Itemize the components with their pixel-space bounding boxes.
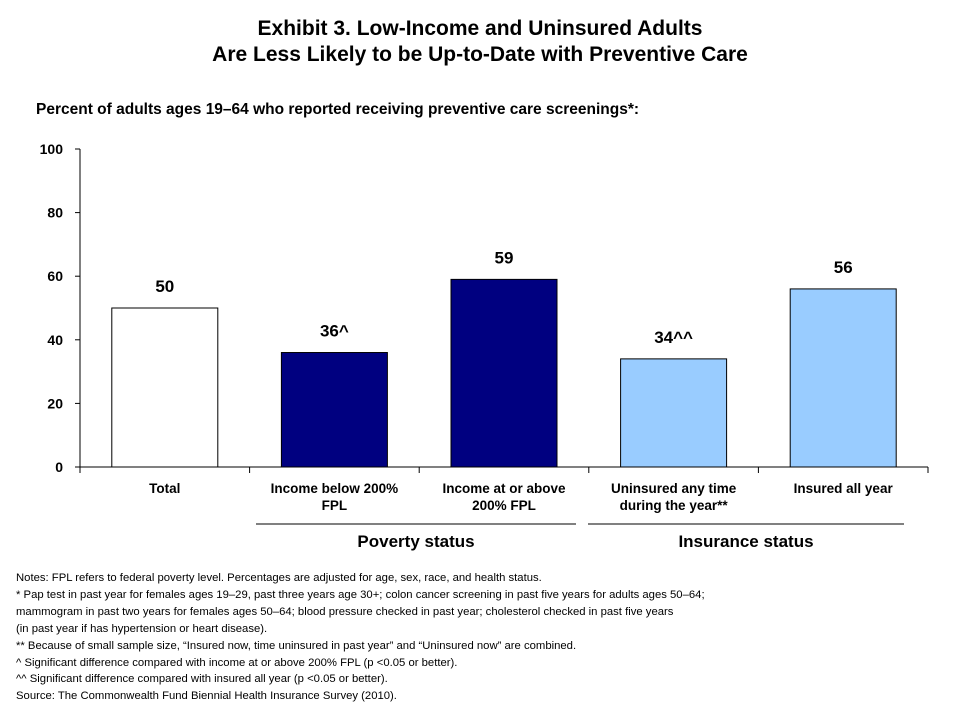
- category-label: FPL: [322, 498, 348, 513]
- notes-block: Notes: FPL refers to federal poverty lev…: [16, 570, 946, 705]
- group-label-poverty: Poverty status: [357, 532, 475, 551]
- category-label: Total: [149, 481, 180, 496]
- y-tick-label: 60: [47, 268, 63, 284]
- data-label: 56: [834, 258, 853, 277]
- note-line: * Pap test in past year for females ages…: [16, 588, 705, 601]
- note-line: mammogram in past two years for females …: [16, 605, 674, 618]
- bar: [789, 288, 897, 468]
- bar-chart: 0 20 40 60 80 100 50 Total 36^ Income below 200% F…: [40, 141, 929, 525]
- category-label: Income at or above: [442, 481, 566, 496]
- bar: [111, 307, 219, 468]
- note-line: Notes: FPL refers to federal poverty lev…: [16, 572, 542, 584]
- bar: [450, 278, 558, 468]
- note-line: ^^ Significant difference compared with …: [16, 673, 388, 686]
- bar: [280, 352, 388, 468]
- chart-title-line1: Exhibit 3. Low-Income and Uninsured Adul…: [257, 17, 703, 40]
- bar: [620, 358, 728, 468]
- y-tick-label: 20: [47, 395, 63, 411]
- data-label: 34^^: [654, 328, 693, 347]
- category-label: Income below 200%: [271, 481, 399, 496]
- note-line: (in past year if has hypertension or hea…: [16, 622, 268, 635]
- category-label: during the year**: [620, 498, 729, 513]
- category-label: 200% FPL: [472, 498, 536, 513]
- note-line: ** Because of small sample size, “Insure…: [16, 639, 577, 652]
- data-label: 59: [495, 248, 514, 267]
- y-tick-label: 80: [47, 205, 63, 221]
- chart-title-line2: Are Less Likely to be Up-to-Date with Pr…: [212, 43, 748, 66]
- y-tick-label: 100: [40, 141, 64, 157]
- data-label: 50: [155, 277, 174, 296]
- note-line: Source: The Commonwealth Fund Biennial H…: [16, 690, 397, 703]
- group-label-insurance: Insurance status: [678, 532, 814, 551]
- chart-subtitle: Percent of adults ages 19–64 who reporte…: [36, 101, 640, 118]
- category-label: Insured all year: [794, 481, 894, 496]
- note-line: ^ Significant difference compared with i…: [16, 656, 458, 669]
- y-tick-label: 40: [47, 332, 63, 348]
- category-label: Uninsured any time: [611, 481, 737, 496]
- y-tick-label: 0: [55, 459, 63, 475]
- data-label: 36^: [320, 322, 349, 341]
